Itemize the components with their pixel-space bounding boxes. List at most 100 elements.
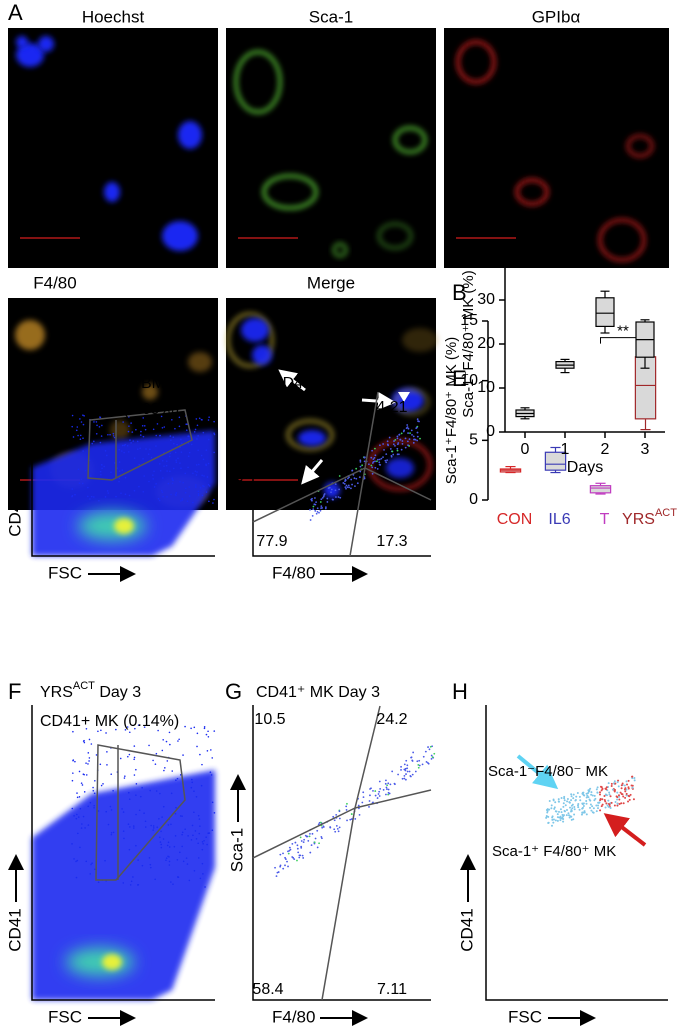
event-dot bbox=[157, 729, 159, 732]
event-dot bbox=[309, 833, 311, 835]
event-dot bbox=[124, 493, 127, 495]
event-dot bbox=[406, 764, 409, 767]
event-dot bbox=[287, 850, 289, 853]
event-dot bbox=[113, 462, 116, 464]
event-dot bbox=[300, 845, 303, 848]
event-dot bbox=[391, 770, 394, 773]
event-dot bbox=[201, 841, 204, 843]
event-dot bbox=[362, 796, 365, 799]
event-dot bbox=[161, 459, 164, 462]
event-dot bbox=[577, 806, 580, 809]
event-dot bbox=[306, 835, 309, 838]
quadrant-line bbox=[364, 391, 379, 469]
event-dot bbox=[104, 496, 107, 498]
event-dot bbox=[203, 727, 206, 730]
event-dot bbox=[568, 801, 571, 804]
event-dot bbox=[404, 437, 407, 440]
event-dot bbox=[155, 445, 157, 447]
event-dot bbox=[312, 508, 315, 511]
quadrant-line bbox=[364, 467, 432, 501]
event-dot bbox=[171, 770, 174, 772]
event-dot bbox=[607, 782, 610, 785]
event-dot bbox=[179, 851, 181, 854]
event-dot bbox=[124, 476, 127, 479]
event-dot bbox=[385, 779, 387, 782]
event-dot bbox=[554, 819, 557, 822]
event-dot bbox=[123, 444, 126, 447]
event-dot bbox=[100, 729, 102, 732]
event-dot bbox=[213, 730, 216, 732]
event-dot bbox=[590, 791, 593, 794]
event-dot bbox=[407, 444, 409, 447]
event-dot bbox=[71, 414, 74, 417]
event-dot bbox=[100, 435, 103, 437]
event-dot bbox=[133, 457, 136, 459]
event-dot bbox=[152, 474, 154, 476]
event-dot bbox=[345, 484, 348, 487]
event-dot bbox=[184, 491, 187, 494]
event-dot bbox=[122, 882, 125, 884]
event-dot bbox=[404, 446, 407, 449]
cell bbox=[386, 458, 414, 478]
event-dot bbox=[351, 483, 353, 486]
event-dot bbox=[132, 440, 135, 442]
event-dot bbox=[127, 791, 130, 794]
event-dot bbox=[399, 438, 402, 441]
event-dot bbox=[628, 798, 631, 801]
event-dot bbox=[71, 425, 73, 428]
event-dot bbox=[407, 432, 409, 434]
event-dot bbox=[188, 879, 191, 882]
event-dot bbox=[162, 838, 165, 840]
event-dot bbox=[187, 835, 189, 837]
quadrant-value: 0.91 bbox=[252, 399, 283, 416]
event-dot bbox=[620, 802, 623, 805]
event-dot bbox=[579, 799, 582, 802]
event-dot bbox=[75, 817, 78, 820]
event-dot bbox=[410, 756, 412, 759]
event-dot bbox=[608, 803, 611, 806]
event-dot bbox=[132, 827, 135, 829]
event-dot bbox=[76, 796, 79, 799]
event-dot bbox=[405, 773, 407, 775]
event-dot bbox=[177, 740, 179, 742]
event-dot bbox=[323, 493, 326, 495]
event-dot bbox=[168, 860, 171, 863]
event-dot bbox=[578, 795, 581, 798]
event-dot bbox=[627, 800, 630, 803]
event-dot bbox=[165, 859, 167, 862]
event-dot bbox=[124, 729, 127, 731]
event-dot bbox=[133, 756, 136, 759]
event-dot bbox=[135, 768, 137, 771]
event-dot bbox=[409, 775, 412, 777]
event-dot bbox=[394, 783, 396, 786]
event-dot bbox=[302, 857, 305, 859]
event-dot bbox=[554, 810, 557, 813]
event-dot bbox=[126, 726, 129, 728]
event-dot bbox=[137, 724, 140, 726]
y-tick-label: 0 bbox=[486, 423, 495, 440]
x-tick-label: T bbox=[600, 511, 610, 528]
event-dot bbox=[334, 830, 337, 833]
event-dot bbox=[411, 759, 414, 762]
event-dot bbox=[101, 424, 103, 427]
event-dot bbox=[385, 786, 388, 789]
event-dot bbox=[570, 815, 573, 818]
event-dot bbox=[176, 859, 179, 861]
event-dot bbox=[404, 769, 407, 772]
event-dot bbox=[321, 497, 324, 499]
event-dot bbox=[312, 505, 315, 508]
event-dot bbox=[371, 462, 374, 464]
event-dot bbox=[288, 846, 291, 849]
y-tick-label: 5 bbox=[469, 432, 478, 449]
event-dot bbox=[184, 487, 187, 490]
quadrant-value: 10.5 bbox=[254, 711, 285, 728]
event-dot bbox=[120, 492, 122, 494]
event-dot bbox=[100, 784, 103, 787]
event-dot bbox=[213, 451, 215, 454]
event-dot bbox=[169, 470, 171, 473]
event-dot bbox=[143, 475, 146, 477]
event-dot bbox=[181, 499, 183, 501]
event-dot bbox=[338, 817, 341, 820]
event-dot bbox=[210, 749, 212, 751]
